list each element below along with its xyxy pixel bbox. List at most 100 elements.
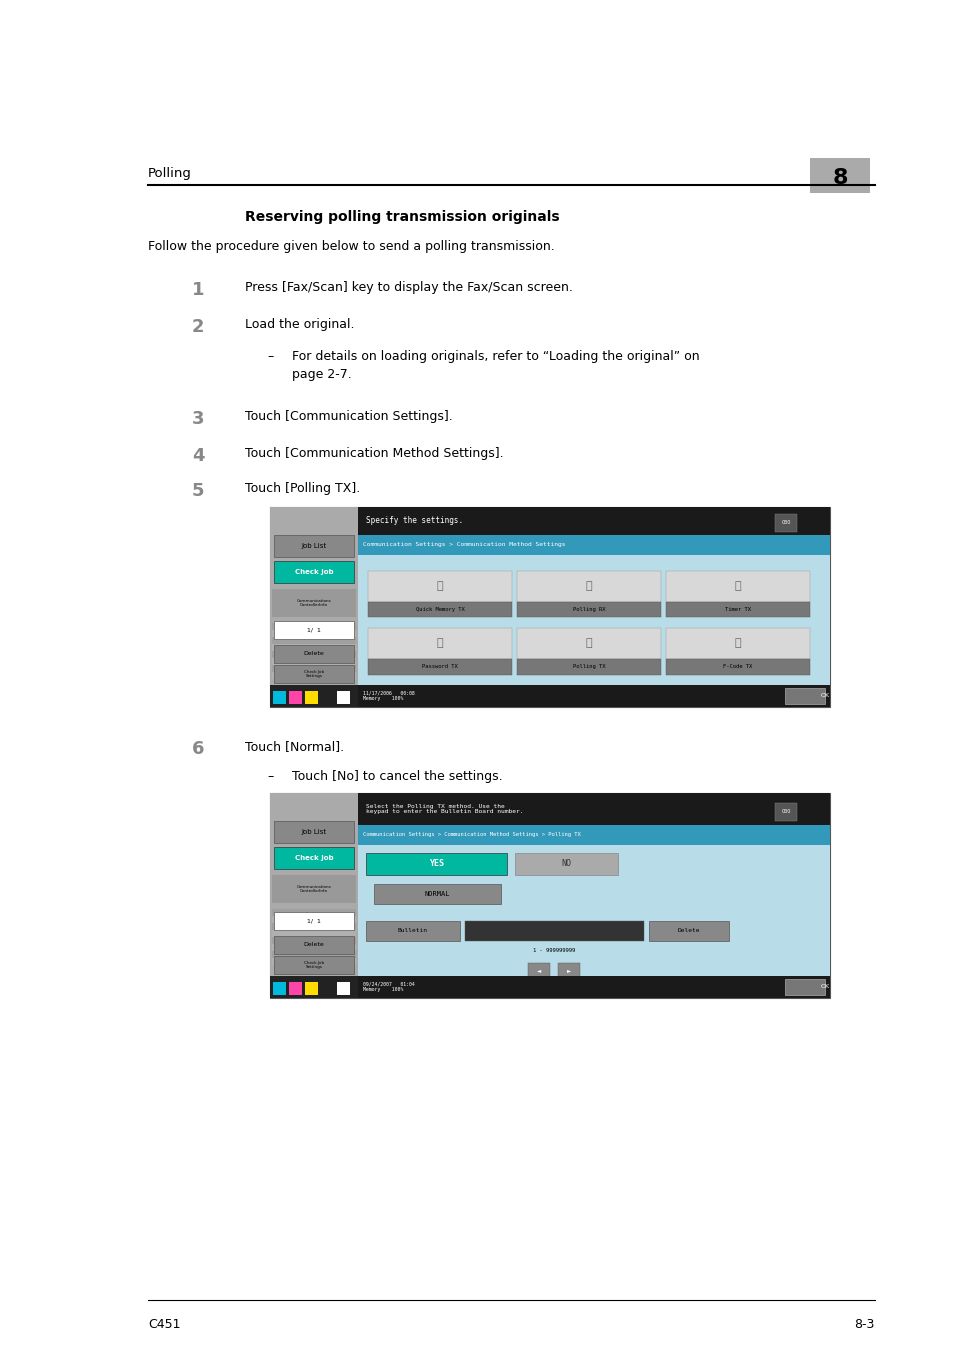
Text: –: – [267,350,273,363]
Bar [270,792,357,998]
Text: 09/24/2007   01:04
Memory    100%: 09/24/2007 01:04 Memory 100% [363,981,415,992]
Bar [368,659,512,675]
Text: 11/17/2006   00:08
Memory    100%: 11/17/2006 00:08 Memory 100% [363,691,415,702]
Bar [273,691,286,703]
Bar [558,963,579,979]
Bar [305,981,317,995]
Bar [272,909,355,917]
Text: Reserving polling transmission originals: Reserving polling transmission originals [245,211,559,224]
Bar [665,659,809,675]
Bar [357,792,829,825]
Bar [366,853,506,875]
Text: NORMAL: NORMAL [424,891,450,896]
Text: 3: 3 [192,410,204,428]
Bar [274,956,354,973]
Bar [357,535,829,555]
Bar [272,644,355,651]
Text: Job List: Job List [301,829,326,836]
Bar [274,562,354,583]
Text: Touch [Communication Method Settings].: Touch [Communication Method Settings]. [245,447,503,460]
Bar [665,602,809,617]
Bar [357,976,829,998]
Bar [774,514,796,532]
Text: Delete: Delete [303,652,324,656]
Bar [272,917,355,923]
Text: Communication Settings > Communication Method Settings > Polling TX: Communication Settings > Communication M… [363,833,580,837]
Text: Delete: Delete [677,929,700,933]
Bar [272,637,355,644]
Bar [272,937,355,944]
Text: Select the Polling TX method. Use the
keypad to enter the Bulletin Board number.: Select the Polling TX method. Use the ke… [366,803,523,814]
Text: Check Job
Settings: Check Job Settings [304,670,324,678]
Bar [517,628,660,659]
Text: 4: 4 [192,447,204,464]
Text: Press [Fax/Scan] key to display the Fax/Scan screen.: Press [Fax/Scan] key to display the Fax/… [245,281,572,294]
Text: Check Job: Check Job [294,568,333,575]
Text: page 2-7.: page 2-7. [292,369,352,381]
Bar [289,691,302,703]
Text: NO: NO [561,860,571,868]
Bar [274,913,354,930]
Text: Check Job: Check Job [294,855,333,861]
Text: Touch [Polling TX].: Touch [Polling TX]. [245,482,360,495]
Bar [464,921,643,941]
Bar [273,981,286,995]
Text: ⎘: ⎘ [585,582,592,591]
Text: OK: OK [820,984,829,990]
Bar [517,659,660,675]
Bar [274,821,354,842]
Text: 6: 6 [192,740,204,757]
Bar [272,958,355,965]
Bar [809,158,869,193]
Bar [272,930,355,937]
Text: 1 - 999999999: 1 - 999999999 [533,948,575,953]
Bar [366,921,459,941]
Text: Polling: Polling [148,167,192,180]
Text: Polling RX: Polling RX [572,608,604,612]
Text: Delete: Delete [303,942,324,948]
Bar [289,981,302,995]
Bar [270,976,357,998]
Bar [274,936,354,954]
Bar [357,845,829,976]
Bar [774,803,796,821]
Bar [336,981,350,995]
Bar [272,630,355,637]
Bar [272,651,355,657]
Text: 1: 1 [192,281,204,298]
Text: Touch [No] to cancel the settings.: Touch [No] to cancel the settings. [292,769,502,783]
Bar [272,589,355,617]
Text: Touch [Normal].: Touch [Normal]. [245,740,344,753]
Bar [357,825,829,845]
Text: ⎘: ⎘ [734,582,740,591]
Bar [665,571,809,602]
Text: 1/  1: 1/ 1 [307,628,320,633]
Text: Communication Settings > Communication Method Settings: Communication Settings > Communication M… [363,543,565,548]
Text: Check Job
Settings: Check Job Settings [304,961,324,969]
Text: ►: ► [567,968,571,973]
Text: C451: C451 [148,1318,180,1331]
Bar [357,508,829,535]
Text: Password TX: Password TX [421,664,457,670]
Text: 030: 030 [781,521,790,525]
Bar [517,602,660,617]
Bar [274,846,354,869]
Bar [270,792,829,998]
Text: 8-3: 8-3 [854,1318,874,1331]
Bar [305,691,317,703]
Bar [368,628,512,659]
Bar [272,622,355,630]
Bar [368,602,512,617]
Text: –: – [267,769,273,783]
Text: 1/  1: 1/ 1 [307,918,320,923]
Bar [274,621,354,639]
Bar [272,950,355,958]
Bar [320,691,334,703]
Text: Load the original.: Load the original. [245,319,355,331]
Text: Polling TX: Polling TX [572,664,604,670]
Text: YES: YES [429,860,443,868]
Text: Quick Memory TX: Quick Memory TX [416,608,464,612]
Bar [517,571,660,602]
Text: Follow the procedure given below to send a polling transmission.: Follow the procedure given below to send… [148,240,554,252]
Bar [272,875,355,903]
